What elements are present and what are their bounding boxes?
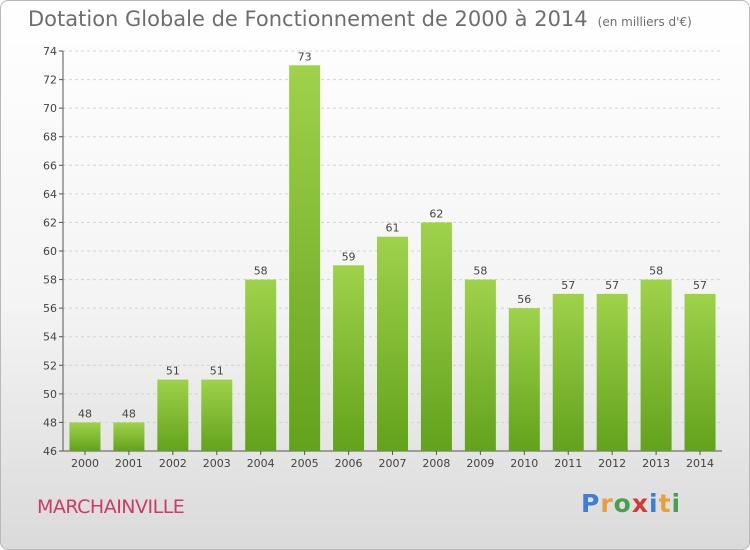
logo-letter: i bbox=[649, 489, 659, 518]
x-tick-label: 2000 bbox=[71, 457, 99, 470]
bar bbox=[245, 279, 277, 451]
bar-value-label: 58 bbox=[473, 265, 487, 278]
x-tick-label: 2007 bbox=[379, 457, 407, 470]
bar-value-label: 48 bbox=[78, 407, 92, 420]
x-tick-label: 2004 bbox=[247, 457, 275, 470]
x-tick-label: 2003 bbox=[203, 457, 231, 470]
y-tick-label: 58 bbox=[43, 274, 57, 287]
y-tick-label: 54 bbox=[43, 331, 57, 344]
bar-value-label: 58 bbox=[649, 265, 663, 278]
bar-value-label: 56 bbox=[517, 293, 531, 306]
y-tick-label: 70 bbox=[43, 102, 57, 115]
bar bbox=[113, 422, 145, 451]
y-tick-label: 60 bbox=[43, 245, 57, 258]
x-tick-label: 2010 bbox=[510, 457, 538, 470]
logo-letter: t bbox=[658, 489, 672, 518]
y-tick-label: 62 bbox=[43, 216, 57, 229]
bar bbox=[464, 279, 496, 451]
bar bbox=[640, 279, 672, 451]
y-tick-label: 52 bbox=[43, 359, 57, 372]
bar-value-label: 58 bbox=[254, 265, 268, 278]
y-tick-label: 64 bbox=[43, 188, 57, 201]
x-tick-label: 2009 bbox=[466, 457, 494, 470]
x-tick-label: 2006 bbox=[335, 457, 363, 470]
bar bbox=[377, 236, 408, 451]
bar-value-label: 61 bbox=[386, 222, 400, 235]
bar-value-label: 57 bbox=[693, 279, 707, 292]
bar-value-label: 73 bbox=[298, 50, 312, 63]
bar bbox=[69, 422, 101, 451]
y-tick-label: 72 bbox=[43, 74, 57, 87]
bar bbox=[333, 265, 365, 451]
x-tick-label: 2014 bbox=[686, 457, 714, 470]
x-tick-label: 2011 bbox=[554, 457, 582, 470]
axes: 46 48 50 52 54 56 58 60 62 64 66 68 70 72 74 2000 2001 20… bbox=[43, 45, 722, 470]
logo-letter: r bbox=[600, 489, 614, 518]
logo-letter: P bbox=[581, 489, 601, 518]
y-tick-label: 46 bbox=[43, 445, 57, 458]
bar-value-label: 59 bbox=[342, 250, 356, 263]
x-tick-label: 2012 bbox=[598, 457, 626, 470]
proxiti-logo[interactable]: Proxiti bbox=[581, 489, 681, 518]
chart-title: Dotation Globale de Fonctionnement de 20… bbox=[28, 7, 692, 31]
bar-value-label: 57 bbox=[605, 279, 619, 292]
bar bbox=[289, 65, 321, 452]
bar bbox=[508, 308, 540, 451]
bar bbox=[684, 293, 716, 451]
x-tick-label: 2005 bbox=[291, 457, 319, 470]
bar bbox=[157, 379, 189, 451]
logo-letter: i bbox=[671, 489, 682, 518]
y-tick-label: 56 bbox=[43, 302, 57, 315]
bar-value-label: 51 bbox=[166, 365, 180, 378]
y-tick-label: 68 bbox=[43, 131, 57, 144]
bar-value-label: 48 bbox=[122, 407, 136, 420]
y-tick-label: 74 bbox=[43, 45, 57, 58]
unit-label: (en milliers d'€) bbox=[597, 15, 692, 29]
bar-value-label: 62 bbox=[429, 207, 443, 220]
bar-value-label: 51 bbox=[210, 365, 224, 378]
bar bbox=[596, 293, 628, 451]
logo-letter: x bbox=[631, 489, 649, 518]
bar-value-label: 57 bbox=[561, 279, 575, 292]
bar bbox=[201, 379, 233, 451]
x-tick-label: 2008 bbox=[422, 457, 450, 470]
x-tick-label: 2002 bbox=[159, 457, 187, 470]
title-text: Dotation Globale de Fonctionnement de 20… bbox=[28, 7, 588, 31]
x-tick-label: 2013 bbox=[642, 457, 670, 470]
x-tick-label: 2001 bbox=[115, 457, 143, 470]
bar bbox=[420, 222, 452, 451]
y-tick-label: 48 bbox=[43, 416, 57, 429]
y-tick-label: 50 bbox=[43, 388, 57, 401]
y-tick-label: 66 bbox=[43, 159, 57, 172]
commune-name: MARCHAINVILLE bbox=[37, 496, 185, 518]
logo-letter: o bbox=[613, 489, 632, 518]
bars: 48 48 51 51 58 73 59 61 62 58 56 57 57 58 57 bbox=[69, 50, 716, 452]
bar bbox=[552, 293, 584, 451]
